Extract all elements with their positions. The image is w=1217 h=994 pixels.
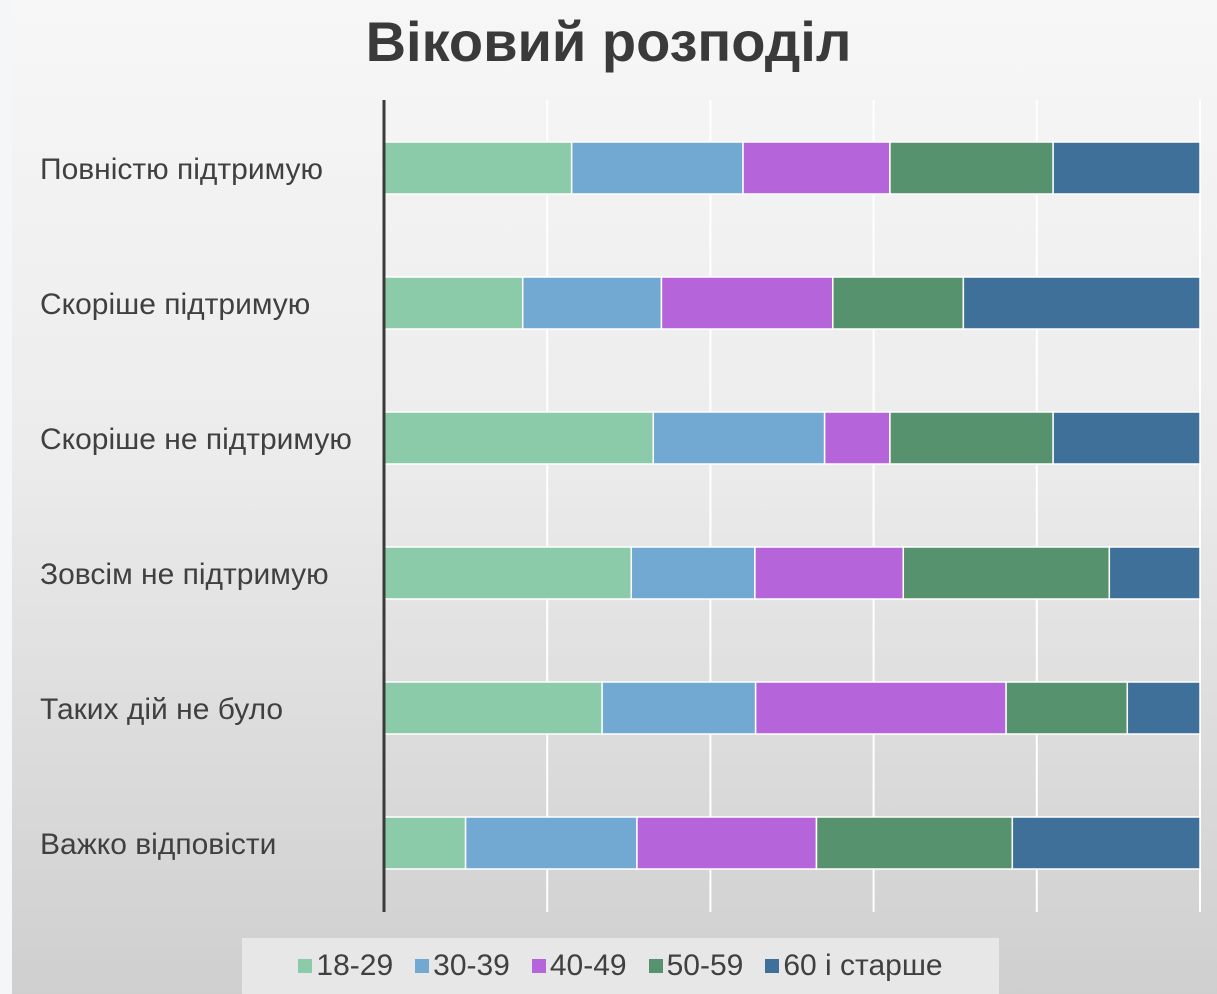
legend-swatch xyxy=(648,959,663,973)
legend-item: 50-59 xyxy=(648,949,744,983)
bar-segment xyxy=(754,546,905,600)
legend-swatch xyxy=(765,959,780,973)
bar-segment xyxy=(464,816,638,870)
legend-label: 50-59 xyxy=(666,949,744,982)
bar-segment xyxy=(1011,816,1201,870)
bar-segment xyxy=(660,276,834,330)
bar-segment xyxy=(652,411,826,465)
bar-segment xyxy=(630,546,756,600)
bar-segment xyxy=(1052,411,1201,465)
legend-label: 30-39 xyxy=(433,949,510,982)
legend-swatch xyxy=(298,959,313,973)
legend-swatch xyxy=(415,959,430,973)
bar-segment xyxy=(815,816,1014,870)
bar-segment xyxy=(383,546,633,600)
bar-segment xyxy=(521,276,663,330)
bar-segment xyxy=(1052,141,1201,195)
bar-segment xyxy=(601,681,757,735)
legend-label: 40-49 xyxy=(549,949,627,982)
bar-segment xyxy=(383,141,573,195)
bar-segment xyxy=(832,276,965,330)
bar-segment xyxy=(1108,546,1201,600)
legend-item: 30-39 xyxy=(415,949,510,983)
bar-segment xyxy=(636,816,818,870)
bar-segment xyxy=(383,816,467,870)
bar-segment xyxy=(823,411,891,465)
category-label: Скоріше не підтримую xyxy=(40,423,352,456)
category-label: Важко відповісти xyxy=(40,828,276,861)
category-label: Повністю підтримую xyxy=(40,153,323,186)
bar-segment xyxy=(962,276,1201,330)
bar-segment xyxy=(889,411,1054,465)
legend-label: 18-29 xyxy=(316,949,394,982)
legend-item: 60 і старше xyxy=(765,949,943,983)
legend-item: 40-49 xyxy=(531,949,627,983)
legend-item: 18-29 xyxy=(298,949,393,983)
bar-segment xyxy=(1126,681,1201,735)
legend-label: 60 і старше xyxy=(783,949,943,982)
bar-segment xyxy=(754,681,1007,735)
bar-segment xyxy=(889,141,1054,195)
category-label: Зовсім не підтримую xyxy=(40,558,329,591)
legend-swatch xyxy=(531,959,546,973)
bar-segment xyxy=(383,276,524,330)
bar-segment xyxy=(570,141,744,195)
bar-segment xyxy=(383,411,655,465)
bar-segment xyxy=(742,141,891,195)
chart-legend: 18-29 30-39 40-49 50-59 60 і старше xyxy=(242,938,999,994)
bar-segment xyxy=(383,681,603,735)
category-label: Таких дій не було xyxy=(40,693,283,726)
bar-segment xyxy=(902,546,1111,600)
bar-segment xyxy=(1005,681,1129,735)
chart-title: Віковий розподіл xyxy=(365,10,852,73)
category-label: Скоріше підтримую xyxy=(40,288,310,321)
